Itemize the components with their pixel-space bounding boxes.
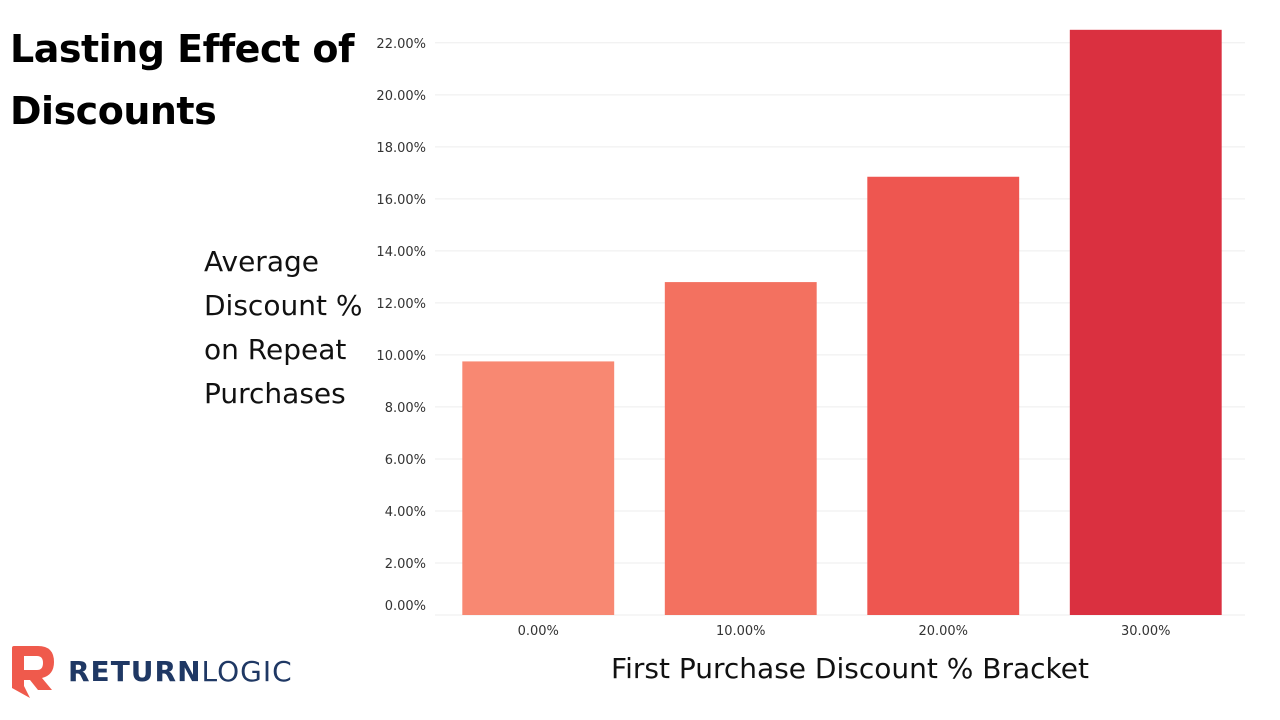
y-tick-label: 6.00% — [385, 453, 426, 468]
bar — [1069, 29, 1222, 616]
bars — [462, 29, 1222, 616]
y-axis-label: Average Discount % on Repeat Purchases — [204, 240, 374, 416]
y-axis-ticks: 0.00% 2.00% 4.00% 6.00% 8.00% 10.00% 12.00% 14.… — [376, 37, 426, 614]
chart-title: Lasting Effect of Discounts — [10, 27, 355, 133]
y-tick-label: 0.00% — [385, 599, 426, 614]
x-axis-label: First Purchase Discount % Bracket — [611, 652, 1089, 685]
y-tick-label: 12.00% — [376, 297, 426, 312]
x-tick-label: 20.00% — [918, 624, 968, 639]
y-tick-label: 10.00% — [376, 349, 426, 364]
y-tick-label: 16.00% — [376, 193, 426, 208]
y-tick-label: 8.00% — [385, 401, 426, 416]
y-axis-label-line: Discount % — [204, 289, 363, 322]
x-axis-ticks: 0.00% 10.00% 20.00% 30.00% — [518, 624, 1171, 639]
y-tick-label: 22.00% — [376, 37, 426, 52]
y-tick-label: 18.00% — [376, 141, 426, 156]
y-tick-label: 20.00% — [376, 89, 426, 104]
bar — [664, 282, 817, 615]
returnlogic-logo: RETURNLOGIC — [8, 642, 293, 700]
returnlogic-r-logo-icon — [12, 646, 54, 698]
y-tick-label: 4.00% — [385, 505, 426, 520]
bar — [462, 361, 615, 615]
y-axis-label-line: Average — [204, 245, 319, 278]
x-tick-label: 30.00% — [1121, 624, 1171, 639]
y-tick-label: 2.00% — [385, 557, 426, 572]
x-tick-label: 0.00% — [518, 624, 559, 639]
x-tick-label: 10.00% — [716, 624, 766, 639]
bar — [867, 176, 1020, 615]
logo-wordmark: RETURNLOGIC — [68, 655, 293, 688]
y-tick-label: 14.00% — [376, 245, 426, 260]
logo-word-bold: RETURN — [68, 654, 202, 688]
y-axis-label-line: Purchases — [204, 377, 346, 410]
y-axis-label-line: on Repeat — [204, 333, 347, 366]
logo-word-light: LOGIC — [201, 654, 293, 688]
